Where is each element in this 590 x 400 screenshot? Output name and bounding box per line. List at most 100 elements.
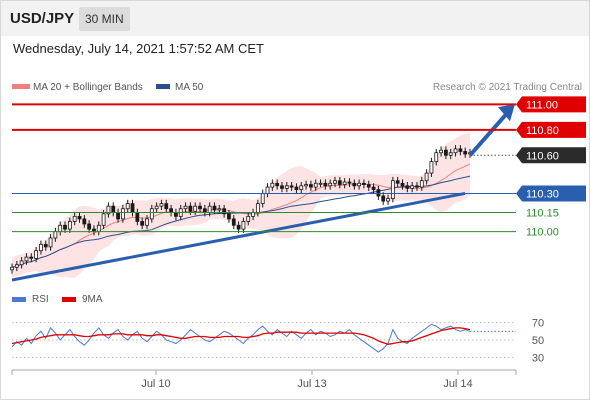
candle xyxy=(395,176,400,188)
candle-body xyxy=(309,184,313,188)
candle xyxy=(140,217,145,230)
candle xyxy=(82,215,87,228)
candle xyxy=(280,182,284,193)
candle-body xyxy=(458,148,463,152)
candle xyxy=(342,178,347,189)
level-tag-110-30 xyxy=(516,185,586,202)
candle-body xyxy=(96,224,101,233)
candle-body xyxy=(39,243,43,252)
level-label-110-15: 110.15 xyxy=(526,208,559,220)
candle-body xyxy=(410,185,415,189)
candle-body xyxy=(227,213,231,220)
candle-body xyxy=(405,185,410,189)
candle xyxy=(410,182,415,193)
candle-body xyxy=(154,205,159,210)
candle-body xyxy=(347,181,352,184)
candle xyxy=(429,157,434,177)
candle xyxy=(294,183,299,194)
timeframe-button[interactable]: 30 MIN xyxy=(79,7,130,31)
candle-body xyxy=(202,208,207,213)
candle-body xyxy=(289,185,294,188)
candle xyxy=(270,179,275,191)
candle xyxy=(376,185,381,200)
candle xyxy=(87,220,92,233)
candle-body xyxy=(149,208,154,220)
copyright-label: Research © 2021 Trading Central xyxy=(433,82,582,93)
candle xyxy=(443,146,448,160)
x-axis: Jul 10 Jul 13 Jul 14 xyxy=(11,370,517,390)
x-tick-label: Jul 10 xyxy=(141,378,170,390)
candle xyxy=(419,176,424,191)
candle-body xyxy=(212,205,217,211)
candle xyxy=(101,210,106,230)
candle-body xyxy=(352,182,357,187)
rsi-tick-label: 50 xyxy=(532,335,544,347)
candle xyxy=(371,183,376,194)
candle xyxy=(347,178,352,188)
candle-body xyxy=(231,218,236,226)
candle xyxy=(212,202,217,214)
candle-body xyxy=(58,224,63,233)
candle-body xyxy=(313,182,318,188)
ma9-legend-label: 9MA xyxy=(82,294,103,305)
candle-body xyxy=(453,148,458,154)
candle-body xyxy=(125,203,130,210)
candle-body xyxy=(164,203,169,210)
candle-body xyxy=(328,182,333,187)
candle xyxy=(154,202,159,213)
candle-body xyxy=(448,152,453,156)
candle-body xyxy=(284,185,289,189)
ma20-legend-label: MA 20 + Bollinger Bands xyxy=(33,82,143,93)
level-tag-110-60 xyxy=(516,147,586,164)
candle xyxy=(313,179,318,191)
candle-body xyxy=(294,186,299,191)
candle-body xyxy=(43,243,48,248)
candle-body xyxy=(106,205,111,215)
candle-body xyxy=(72,215,77,222)
candle-body xyxy=(145,218,149,226)
level-label-111-00: 111.00 xyxy=(526,99,558,111)
candle xyxy=(328,179,333,190)
candle-body xyxy=(111,205,116,213)
candle-body xyxy=(299,185,304,191)
candle xyxy=(309,180,313,191)
x-tick-label: Jul 13 xyxy=(297,378,326,390)
candle-body xyxy=(342,181,347,185)
candle-body xyxy=(371,186,376,191)
candle-body xyxy=(198,205,202,210)
candle xyxy=(77,212,82,223)
candle xyxy=(145,215,149,230)
candle-body xyxy=(222,208,227,215)
candle-body xyxy=(304,184,308,187)
candle-body xyxy=(376,189,381,197)
candle-body xyxy=(14,264,19,268)
level-label-110-30: 110.30 xyxy=(526,188,559,200)
candle xyxy=(304,180,308,190)
x-tick-label: Jul 14 xyxy=(443,378,472,390)
candle-body xyxy=(395,180,400,184)
rsi-plot: 70 50 30 xyxy=(11,318,544,364)
candle xyxy=(400,179,405,190)
rsi-tick-label: 30 xyxy=(532,352,544,364)
candle xyxy=(299,182,304,194)
ma50-legend-label: MA 50 xyxy=(175,82,204,93)
candle-body xyxy=(357,182,362,187)
candle-body xyxy=(174,212,178,217)
candle xyxy=(231,215,236,230)
candle xyxy=(390,176,395,203)
ma9-line xyxy=(11,327,471,345)
candle xyxy=(463,147,468,158)
candle xyxy=(164,199,169,213)
candle-body xyxy=(386,198,390,202)
candle xyxy=(448,148,453,160)
candle-body xyxy=(10,266,14,271)
instrument-title: USD/JPY xyxy=(10,10,75,27)
candle xyxy=(453,145,458,157)
candle xyxy=(67,217,72,233)
candle-body xyxy=(429,161,434,174)
candle-body xyxy=(53,231,58,239)
candle xyxy=(39,240,43,255)
candle-body xyxy=(101,213,106,226)
candle-body xyxy=(130,203,135,213)
